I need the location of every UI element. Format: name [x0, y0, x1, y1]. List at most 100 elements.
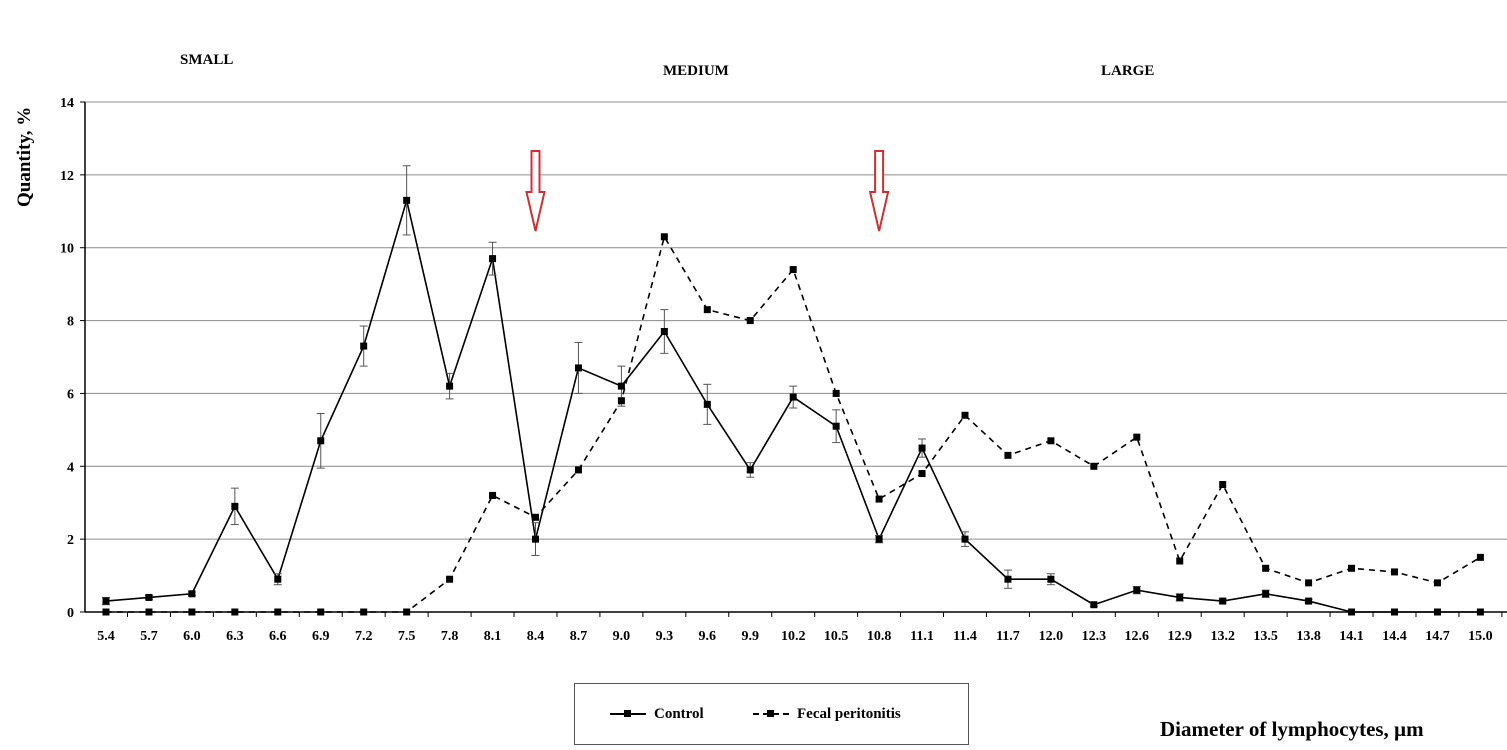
data-point-1	[660, 233, 668, 241]
data-point-0	[403, 196, 411, 204]
data-point-1	[1305, 579, 1313, 587]
data-point-1	[918, 470, 926, 478]
data-point-1	[317, 608, 325, 616]
x-tick-label: 15.0	[1468, 629, 1493, 644]
data-point-1	[360, 608, 368, 616]
data-point-1	[532, 513, 539, 521]
data-point-0	[1476, 608, 1484, 616]
data-point-0	[1090, 601, 1098, 609]
y-axis-label: Quantity, %	[14, 106, 35, 207]
data-point-1	[102, 608, 110, 616]
y-tick-label: 8	[67, 315, 74, 330]
x-tick-label: 7.8	[441, 629, 459, 644]
data-point-1	[574, 466, 582, 474]
y-tick-label: 0	[67, 606, 74, 621]
x-tick-label: 10.5	[824, 629, 849, 644]
data-point-0	[660, 328, 668, 335]
data-point-1	[446, 575, 454, 583]
x-tick-label: 7.5	[398, 629, 416, 644]
data-point-0	[1004, 575, 1012, 583]
x-tick-label: 12.3	[1082, 629, 1107, 644]
data-point-0	[703, 400, 711, 408]
x-tick-label: 14.7	[1425, 629, 1450, 644]
x-tick-label: 13.5	[1253, 629, 1278, 644]
data-point-0	[1133, 586, 1141, 594]
data-point-0	[274, 575, 282, 583]
data-point-1	[1047, 437, 1055, 445]
x-tick-label: 12.6	[1125, 629, 1150, 644]
x-tick-label: 10.2	[781, 629, 806, 644]
data-point-0	[789, 393, 797, 401]
data-point-1	[1176, 557, 1184, 565]
x-tick-label: 11.7	[996, 629, 1020, 644]
data-point-0	[1219, 597, 1227, 605]
x-tick-label: 13.8	[1296, 629, 1321, 644]
data-point-1	[703, 306, 711, 314]
legend: Control Fecal peritonitis	[574, 683, 969, 745]
data-point-0	[360, 342, 368, 350]
x-tick-label: 10.8	[867, 629, 892, 644]
data-point-1	[274, 608, 282, 616]
data-point-1	[231, 608, 239, 616]
data-point-1	[1090, 462, 1098, 470]
data-point-0	[532, 535, 539, 543]
x-tick-label: 11.4	[953, 629, 977, 644]
x-tick-label: 6.0	[183, 629, 201, 644]
x-tick-label: 9.6	[699, 629, 717, 644]
x-tick-label: 12.0	[1039, 629, 1064, 644]
x-axis-label: Diameter of lymphocytes, µm	[1160, 717, 1424, 741]
x-tick-label: 8.4	[527, 629, 545, 644]
x-tick-label: 11.1	[910, 629, 934, 644]
x-tick-label: 6.3	[226, 629, 244, 644]
arrow-down-icon	[868, 150, 890, 232]
x-tick-label: 13.2	[1210, 629, 1235, 644]
x-tick-label: 14.4	[1382, 629, 1407, 644]
x-tick-label: 9.0	[613, 629, 631, 644]
data-point-0	[746, 466, 754, 474]
legend-entry-fecal-peritonitis: Fecal peritonitis	[753, 684, 901, 744]
data-point-0	[918, 444, 926, 452]
data-point-1	[961, 411, 969, 419]
data-point-0	[1433, 608, 1441, 616]
data-point-1	[746, 317, 754, 325]
data-point-1	[617, 397, 625, 405]
data-point-0	[102, 597, 110, 605]
data-point-0	[317, 437, 325, 445]
arrow-down-icon	[525, 150, 546, 232]
data-point-0	[1176, 593, 1184, 601]
data-point-0	[617, 382, 625, 390]
data-point-1	[145, 608, 153, 616]
data-point-0	[489, 255, 497, 263]
x-tick-label: 7.2	[355, 629, 373, 644]
legend-entry-control: Control	[610, 684, 704, 744]
legend-label-fecal-peritonitis: Fecal peritonitis	[797, 705, 901, 722]
x-tick-label: 12.9	[1168, 629, 1193, 644]
x-tick-label: 5.7	[140, 629, 158, 644]
x-tick-label: 8.1	[484, 629, 502, 644]
data-point-1	[1391, 568, 1398, 576]
data-point-0	[446, 382, 454, 390]
data-point-1	[1476, 553, 1484, 561]
data-point-0	[1348, 608, 1356, 616]
data-point-0	[1305, 597, 1313, 605]
data-point-1	[1433, 579, 1441, 587]
data-point-0	[961, 535, 969, 543]
data-point-0	[1391, 608, 1398, 616]
legend-solid-line-icon	[610, 710, 646, 717]
data-point-1	[1219, 481, 1227, 488]
data-point-0	[145, 593, 153, 601]
data-point-1	[789, 266, 797, 274]
data-point-1	[1348, 564, 1356, 572]
section-label-small: SMALL	[180, 52, 234, 68]
y-tick-label: 14	[60, 96, 74, 111]
series-line-1	[106, 234, 1481, 613]
data-point-1	[1133, 433, 1141, 441]
data-point-0	[1047, 575, 1055, 583]
x-tick-label: 9.9	[742, 629, 760, 644]
data-point-1	[403, 608, 411, 616]
data-point-0	[574, 364, 582, 372]
data-point-1	[1004, 451, 1012, 459]
data-point-0	[188, 590, 196, 598]
data-point-1	[1262, 564, 1270, 572]
data-point-1	[188, 608, 196, 616]
